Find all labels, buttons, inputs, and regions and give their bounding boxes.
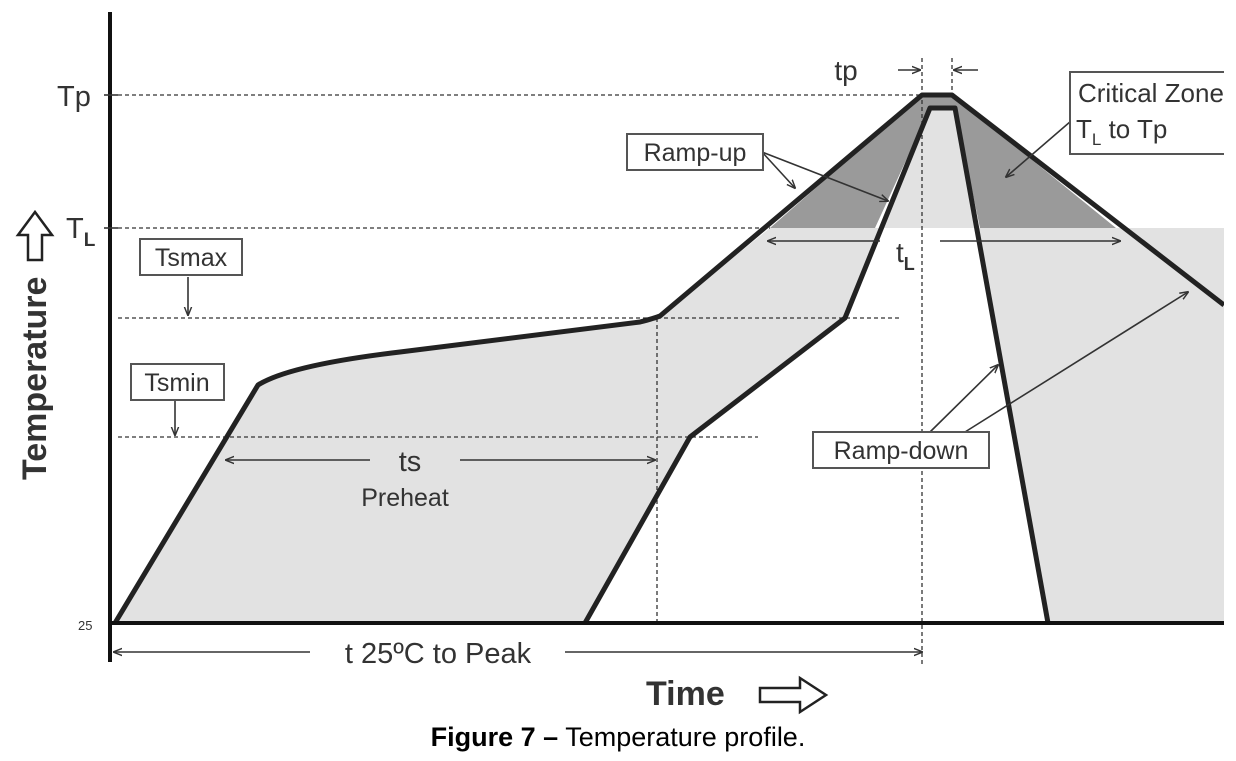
figure-number: Figure 7 –: [430, 722, 559, 752]
ramp-down-box: [812, 431, 990, 469]
tl-tick-label: TL: [66, 213, 96, 251]
tsmax-box: [139, 238, 243, 276]
ramp-up-pointer-2: [761, 151, 888, 201]
ramp-up-label: Ramp-up: [644, 139, 747, 167]
y-axis-title: Temperature: [15, 209, 55, 480]
y-axis-arrow-icon: [15, 209, 55, 262]
x-axis-title: Time: [646, 675, 725, 713]
critical-zone-label: Critical Zone: [1078, 78, 1224, 108]
figure-caption: Figure 7 – Temperature profile.: [0, 722, 1236, 753]
tsmin-box: [130, 363, 225, 401]
preheat-label: Preheat: [361, 484, 449, 512]
tp-interval-label: tp: [834, 55, 857, 86]
max-profile-curve: [112, 92, 1224, 625]
tp-tick-label: Tp: [57, 81, 91, 113]
ramp-down-label: Ramp-down: [834, 437, 969, 465]
x-axis-arrow-icon: [758, 675, 829, 715]
critical-zone-box: [1069, 71, 1224, 155]
tsmax-label: Tsmax: [155, 244, 228, 272]
ramp-down-pointer-1: [929, 365, 998, 433]
ts-label: ts: [399, 446, 422, 478]
ramp-up-pointer-1: [761, 151, 795, 188]
profile-envelope-fill: [115, 108, 1224, 623]
ramp-down-pointer-2: [964, 292, 1188, 433]
svg-text:Temperature: Temperature: [16, 277, 54, 480]
figure-title: Temperature profile.: [558, 722, 806, 752]
ramp-up-box: [626, 133, 764, 171]
critical-zone-range: TL to Tp: [1076, 114, 1167, 149]
critical-zone-fill: [770, 95, 1116, 228]
tsmin-label: Tsmin: [144, 369, 209, 397]
t25-peak-label: t 25ºC to Peak: [345, 638, 532, 670]
critical-zone-pointer: [1006, 114, 1079, 177]
ambient-tick-label: 25: [78, 618, 92, 633]
tl-interval-label: tL: [896, 237, 915, 274]
min-profile-curve: [582, 105, 1051, 625]
